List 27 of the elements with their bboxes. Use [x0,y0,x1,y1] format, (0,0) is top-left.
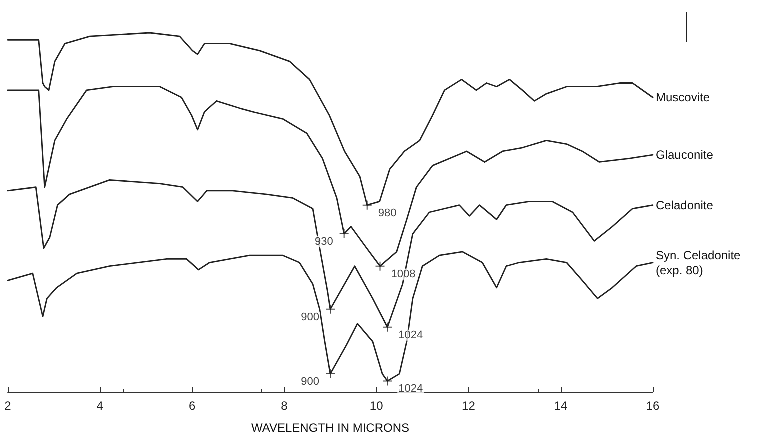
point [326,304,336,314]
annotation: 900 [301,376,320,388]
point [382,322,393,332]
point [362,200,372,210]
x-tick-label: 2 [4,399,12,413]
annotation: 1024 [398,383,424,396]
point [382,376,393,386]
annotation: 1024 [398,329,424,342]
series-label: Celadonite [656,198,714,212]
point [339,229,350,240]
x-tick-label: 12 [462,399,476,413]
x-axis-title: WAVELENGTH IN MICRONS [251,421,410,435]
x-tick-label: 4 [96,399,104,413]
x-tick-label: 14 [554,399,568,413]
x-tick-label: 10 [370,399,384,413]
point [375,261,386,272]
x-tick-label: 8 [281,399,288,413]
point [326,369,336,380]
annotation: 980 [378,207,397,220]
annotation: 1008 [391,268,416,280]
annotation: 900 [301,311,320,324]
x-tick-label: 6 [188,399,196,413]
series-label: Glauconite [656,148,714,162]
series-label: Syn. Celadonite (exp. 80) [656,248,744,278]
x-tick-label: 16 [646,399,660,413]
annotation: 930 [314,236,334,248]
series-label: Muscovite [656,90,710,105]
